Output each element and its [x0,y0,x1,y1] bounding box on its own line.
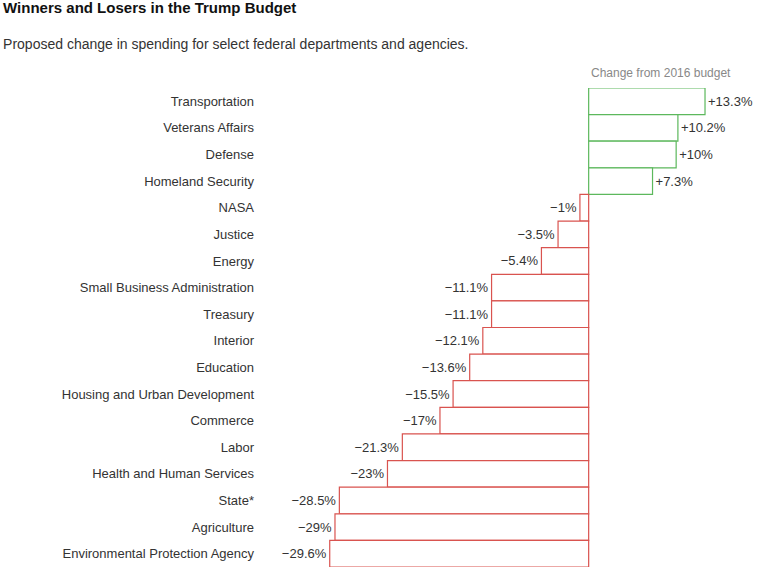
svg-text:Environmental Protection Agenc: Environmental Protection Agency [63,546,255,561]
svg-text:Veterans Affairs: Veterans Affairs [163,120,254,135]
svg-text:Change from 2016 budget: Change from 2016 budget [591,66,731,80]
svg-text:State*: State* [219,493,254,508]
svg-text:Transportation: Transportation [171,94,254,109]
svg-text:−13.6%: −13.6% [422,360,467,375]
svg-text:Defense: Defense [206,147,254,162]
svg-text:−15.5%: −15.5% [405,387,450,402]
svg-text:Interior: Interior [214,333,255,348]
svg-text:Homeland Security: Homeland Security [144,174,254,189]
svg-text:+10%: +10% [679,147,713,162]
svg-text:−12.1%: −12.1% [435,333,480,348]
svg-text:Health and Human Services: Health and Human Services [92,466,254,481]
svg-text:+7.3%: +7.3% [656,174,694,189]
svg-text:Energy: Energy [213,254,255,269]
svg-text:−11.1%: −11.1% [445,307,489,322]
svg-text:−29%: −29% [298,520,332,535]
svg-text:Agriculture: Agriculture [192,520,254,535]
svg-text:Justice: Justice [214,227,254,242]
svg-text:Education: Education [196,360,254,375]
svg-text:Treasury: Treasury [203,307,254,322]
svg-text:NASA: NASA [219,200,255,215]
svg-text:−29.6%: −29.6% [282,546,327,561]
svg-text:+13.3%: +13.3% [708,94,753,109]
svg-text:+10.2%: +10.2% [681,120,726,135]
svg-text:−17%: −17% [403,413,437,428]
svg-text:Small Business Administration: Small Business Administration [80,280,254,295]
svg-text:−11.1%: −11.1% [445,280,489,295]
svg-text:−23%: −23% [350,466,384,481]
svg-text:Housing and Urban Development: Housing and Urban Development [62,387,255,402]
svg-text:Commerce: Commerce [190,413,254,428]
svg-text:Proposed change in spending fo: Proposed change in spending for select f… [3,36,468,52]
svg-text:−3.5%: −3.5% [517,227,555,242]
svg-text:Labor: Labor [221,440,255,455]
svg-text:Winners and Losers in the Trum: Winners and Losers in the Trump Budget [3,0,296,16]
svg-text:−5.4%: −5.4% [501,253,539,268]
svg-text:−28.5%: −28.5% [291,493,336,508]
svg-text:−21.3%: −21.3% [354,440,399,455]
svg-text:−1%: −1% [550,200,577,215]
